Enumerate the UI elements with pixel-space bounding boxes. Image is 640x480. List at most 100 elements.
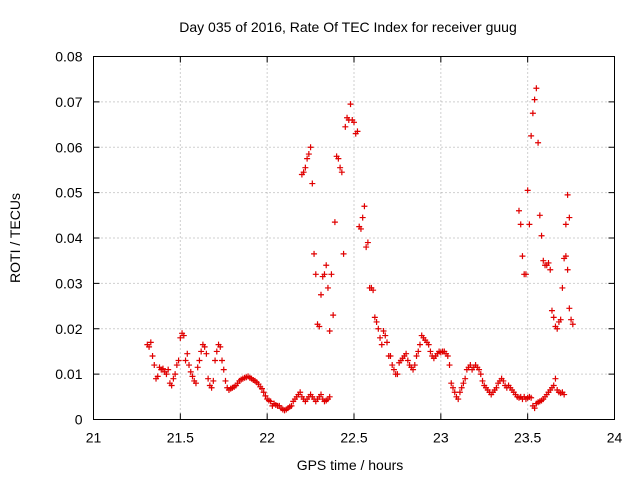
data-point	[212, 357, 219, 364]
data-point	[375, 325, 382, 332]
data-point	[217, 343, 224, 350]
data-point	[380, 328, 387, 335]
data-point	[394, 371, 401, 378]
data-point	[562, 221, 569, 228]
y-tick-label: 0	[75, 412, 83, 428]
data-point	[538, 232, 545, 239]
data-series-roti	[144, 85, 576, 414]
data-point	[550, 314, 557, 321]
data-point	[342, 123, 349, 130]
data-point	[415, 348, 422, 355]
data-point	[519, 253, 526, 260]
data-point	[297, 389, 304, 396]
data-point	[545, 259, 552, 266]
data-point	[168, 382, 175, 389]
data-point	[410, 366, 417, 373]
y-tick-label: 0.03	[55, 275, 82, 291]
data-point	[337, 164, 344, 171]
data-point	[535, 139, 542, 146]
data-point	[318, 391, 325, 398]
y-tick-label: 0.01	[55, 366, 82, 382]
data-point	[524, 187, 531, 194]
x-tick-label: 21	[86, 430, 102, 446]
data-point	[305, 151, 312, 158]
data-point	[307, 144, 314, 151]
data-point	[493, 384, 500, 391]
data-point	[529, 110, 536, 117]
data-point	[500, 377, 507, 384]
data-point	[568, 316, 575, 323]
data-point	[404, 357, 411, 364]
data-point	[258, 385, 265, 392]
data-point	[354, 128, 361, 135]
data-point	[467, 362, 474, 369]
data-point	[476, 366, 483, 373]
data-point	[403, 350, 410, 357]
data-point	[547, 266, 554, 273]
data-point	[425, 341, 432, 348]
data-point	[444, 352, 451, 359]
data-point	[370, 287, 377, 294]
data-point	[187, 368, 194, 375]
data-point	[554, 325, 561, 332]
data-point	[316, 323, 323, 330]
data-point	[201, 343, 208, 350]
data-point	[321, 271, 328, 278]
data-point	[448, 380, 455, 387]
x-tick-label: 22.5	[340, 430, 367, 446]
data-point	[149, 352, 156, 359]
data-point	[359, 214, 366, 221]
x-tick-label: 23	[433, 430, 449, 446]
y-tick-label: 0.07	[55, 94, 82, 110]
data-point	[222, 377, 229, 384]
data-point	[357, 225, 364, 232]
y-tick-label: 0.06	[55, 139, 82, 155]
data-point	[154, 373, 161, 380]
data-point	[335, 155, 342, 162]
data-point	[522, 271, 529, 278]
data-point	[536, 212, 543, 219]
data-point	[363, 244, 370, 251]
data-point	[458, 384, 465, 391]
data-point	[526, 221, 533, 228]
data-point	[451, 389, 458, 396]
y-axis-label: ROTI / TECUs	[7, 193, 23, 283]
data-point	[302, 164, 309, 171]
data-point	[331, 219, 338, 226]
data-point	[566, 214, 573, 221]
data-point	[220, 366, 227, 373]
data-point	[564, 266, 571, 273]
data-point	[557, 316, 564, 323]
data-point	[267, 398, 274, 405]
data-point	[203, 350, 210, 357]
data-point	[208, 384, 215, 391]
data-point	[304, 155, 311, 162]
data-point	[383, 339, 390, 346]
data-point	[515, 207, 522, 214]
data-point	[456, 389, 463, 396]
data-point	[517, 221, 524, 228]
data-point	[550, 382, 557, 389]
data-point	[446, 362, 453, 369]
data-point	[562, 253, 569, 260]
data-point	[326, 328, 333, 335]
x-tick-label: 23.5	[514, 430, 541, 446]
data-point	[528, 394, 535, 401]
data-point	[288, 402, 295, 409]
data-point	[373, 318, 380, 325]
data-point	[330, 312, 337, 319]
data-point	[210, 377, 217, 384]
data-point	[361, 203, 368, 210]
data-point	[180, 332, 187, 339]
data-point	[198, 348, 205, 355]
data-point	[192, 380, 199, 387]
data-point	[163, 371, 170, 378]
data-point	[309, 180, 316, 187]
data-point	[170, 375, 177, 382]
data-point	[351, 119, 357, 126]
data-point	[184, 350, 191, 357]
data-point	[411, 362, 418, 369]
grid	[93, 56, 615, 420]
data-point	[531, 96, 538, 103]
data-point	[300, 169, 307, 176]
